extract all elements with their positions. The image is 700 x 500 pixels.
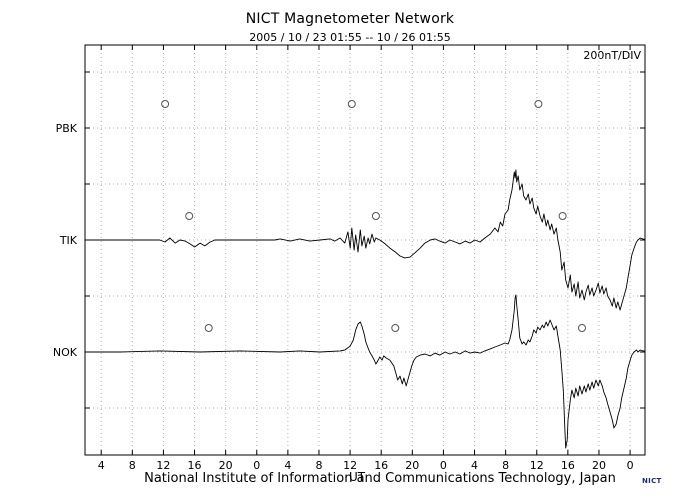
chart-time-window: 2005 / 10 / 23 01:55 -- 10 / 26 01:55 — [249, 31, 451, 44]
circle-marker — [371, 212, 380, 220]
x-tick-label: 4 — [471, 459, 478, 472]
x-tick-label: 12 — [343, 459, 357, 472]
x-tick-label: 20 — [219, 459, 233, 472]
x-tick-label: 8 — [502, 459, 509, 472]
x-tick-label: 16 — [561, 459, 575, 472]
circle-marker — [578, 324, 586, 332]
station-label-PBK: PBK — [56, 122, 78, 135]
x-tick-label: 8 — [129, 459, 136, 472]
circle-marker — [391, 324, 400, 332]
x-axis-unit-label: UT — [349, 470, 366, 484]
x-tick-label: 0 — [440, 459, 447, 472]
x-tick-label: 20 — [592, 459, 606, 472]
scale-per-division-label: 200nT/DIV — [583, 49, 641, 62]
institute-credit: National Institute of Information and Co… — [144, 471, 616, 486]
trace-TIK — [85, 169, 646, 311]
station-label-TIK: TIK — [59, 234, 78, 247]
x-tick-label: 16 — [374, 459, 388, 472]
circle-marker — [558, 212, 567, 220]
x-tick-label: 12 — [156, 459, 170, 472]
x-tick-label: 4 — [284, 459, 291, 472]
x-tick-label: 12 — [530, 459, 544, 472]
circle-marker — [161, 100, 170, 108]
x-tick-label: 0 — [627, 459, 634, 472]
x-tick-label: 4 — [98, 459, 105, 472]
circle-marker — [534, 100, 543, 108]
x-tick-label: 8 — [315, 459, 322, 472]
nict-logo: NICT — [642, 477, 662, 485]
x-tick-label: 16 — [188, 459, 202, 472]
circle-marker — [204, 324, 213, 332]
circle-marker — [185, 212, 194, 220]
plot-frame — [84, 44, 646, 456]
x-tick-label: 0 — [253, 459, 260, 472]
x-tick-label: 20 — [405, 459, 419, 472]
chart-title: NICT Magnetometer Network — [245, 11, 455, 27]
circle-marker — [347, 100, 356, 108]
trace-NOK — [85, 294, 645, 449]
station-label-NOK: NOK — [53, 346, 78, 359]
